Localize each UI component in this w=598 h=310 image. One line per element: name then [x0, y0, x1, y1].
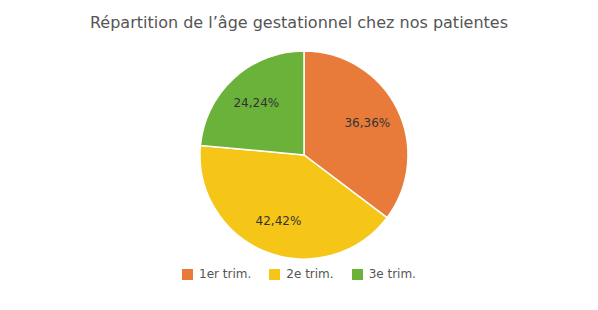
html-text:Répartition de l’âge gestation: Répartition de l’âge gestationnel chez n…: [90, 13, 508, 32]
html-text:3e trim.: 3e trim.: [368, 267, 416, 281]
svg-text:42,42%: 42,42%: [256, 214, 302, 228]
html-text:1er trim.: 1er trim.: [199, 267, 252, 281]
svg-text:36,36%: 36,36%: [344, 116, 390, 130]
html-text:2e trim.: 2e trim.: [286, 267, 334, 281]
svg-text:24,24%: 24,24%: [233, 96, 279, 110]
